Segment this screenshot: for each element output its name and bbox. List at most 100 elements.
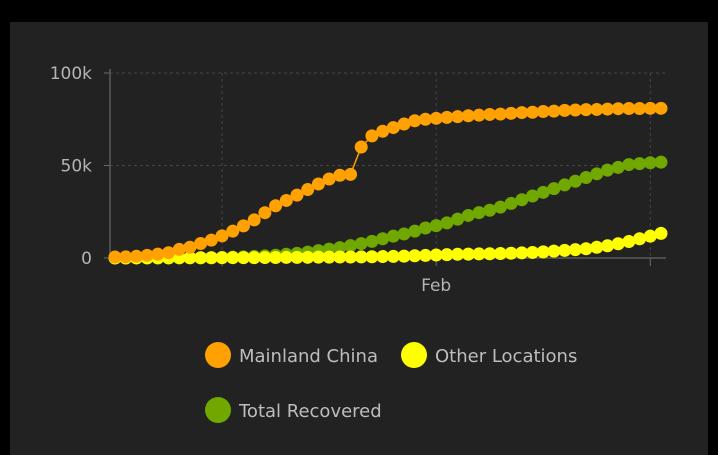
legend-label: Mainland China [239, 346, 378, 367]
data-point [643, 156, 657, 170]
data-point [429, 219, 443, 233]
data-point [472, 247, 486, 261]
data-point [258, 206, 272, 220]
data-point [622, 102, 636, 116]
data-point [397, 227, 411, 241]
data-point [483, 247, 497, 261]
x-tick-labels: Feb [421, 276, 451, 296]
data-point [269, 251, 283, 265]
data-point [258, 251, 272, 265]
data-point [440, 110, 454, 124]
data-point [408, 224, 422, 238]
data-point [526, 189, 540, 203]
data-point [290, 188, 304, 202]
data-point [344, 250, 358, 264]
data-point [354, 237, 368, 251]
y-tick-label: 100k [50, 64, 92, 84]
data-point [600, 102, 614, 116]
data-point [579, 171, 593, 185]
data-point [397, 117, 411, 131]
data-point [558, 243, 572, 257]
data-point [418, 112, 432, 126]
data-point [247, 213, 261, 227]
data-point [429, 248, 443, 262]
series-mainland-china [108, 101, 668, 264]
data-point [290, 250, 304, 264]
data-point [493, 107, 507, 121]
data-point [194, 251, 208, 265]
data-point [204, 251, 218, 265]
y-tick-label: 50k [61, 157, 93, 177]
data-point [515, 106, 529, 120]
data-point [504, 246, 518, 260]
data-point [397, 249, 411, 263]
x-tick-label: Feb [421, 276, 451, 296]
data-point [472, 206, 486, 220]
data-point [622, 158, 636, 172]
data-point [451, 212, 465, 226]
data-point [611, 160, 625, 174]
data-point [568, 103, 582, 117]
y-tick-labels: 0 50k 100k [50, 64, 92, 269]
data-point [547, 182, 561, 196]
data-point [333, 250, 347, 264]
data-point [226, 224, 240, 238]
data-point [247, 251, 261, 265]
data-point [140, 248, 154, 262]
data-point [215, 229, 229, 243]
data-point [386, 229, 400, 243]
data-point [483, 107, 497, 121]
data-point [611, 102, 625, 116]
data-point [408, 249, 422, 263]
data-point [504, 106, 518, 120]
data-point [365, 250, 379, 264]
data-point [633, 157, 647, 171]
data-point [515, 193, 529, 207]
data-point [408, 114, 422, 128]
data-point [119, 250, 133, 264]
data-point [547, 244, 561, 258]
data-point [493, 247, 507, 261]
data-point [504, 196, 518, 210]
data-point [461, 109, 475, 123]
data-point [344, 239, 358, 253]
data-point [472, 108, 486, 122]
data-point [365, 129, 379, 143]
data-point [590, 102, 604, 116]
data-point [600, 163, 614, 177]
legend-swatch [205, 397, 231, 423]
data-point [236, 219, 250, 233]
data-point [365, 234, 379, 248]
data-point [301, 250, 315, 264]
data-point [333, 168, 347, 182]
legend-label: Other Locations [435, 346, 577, 367]
data-point [183, 240, 197, 254]
data-point [440, 248, 454, 262]
data-point [536, 245, 550, 259]
legend-swatch [401, 342, 427, 368]
data-point [526, 245, 540, 259]
data-point [236, 251, 250, 265]
data-point [279, 193, 293, 207]
data-point [493, 200, 507, 214]
data-point [162, 246, 176, 260]
data-point [654, 155, 668, 169]
legend-item: Other Locations [401, 342, 577, 368]
data-point [376, 124, 390, 138]
data-point [344, 167, 358, 181]
data-point [558, 178, 572, 192]
data-point [558, 103, 572, 117]
data-point [194, 237, 208, 251]
data-point [568, 174, 582, 188]
data-point [526, 105, 540, 119]
data-point [376, 250, 390, 264]
data-point [226, 251, 240, 265]
data-point [183, 251, 197, 265]
data-point [354, 140, 368, 154]
data-point [418, 248, 432, 262]
data-point [568, 243, 582, 257]
data-point [151, 247, 165, 261]
data-point [386, 121, 400, 135]
data-point [451, 247, 465, 261]
legend: Mainland China Other Locations Total Recov… [205, 342, 577, 423]
